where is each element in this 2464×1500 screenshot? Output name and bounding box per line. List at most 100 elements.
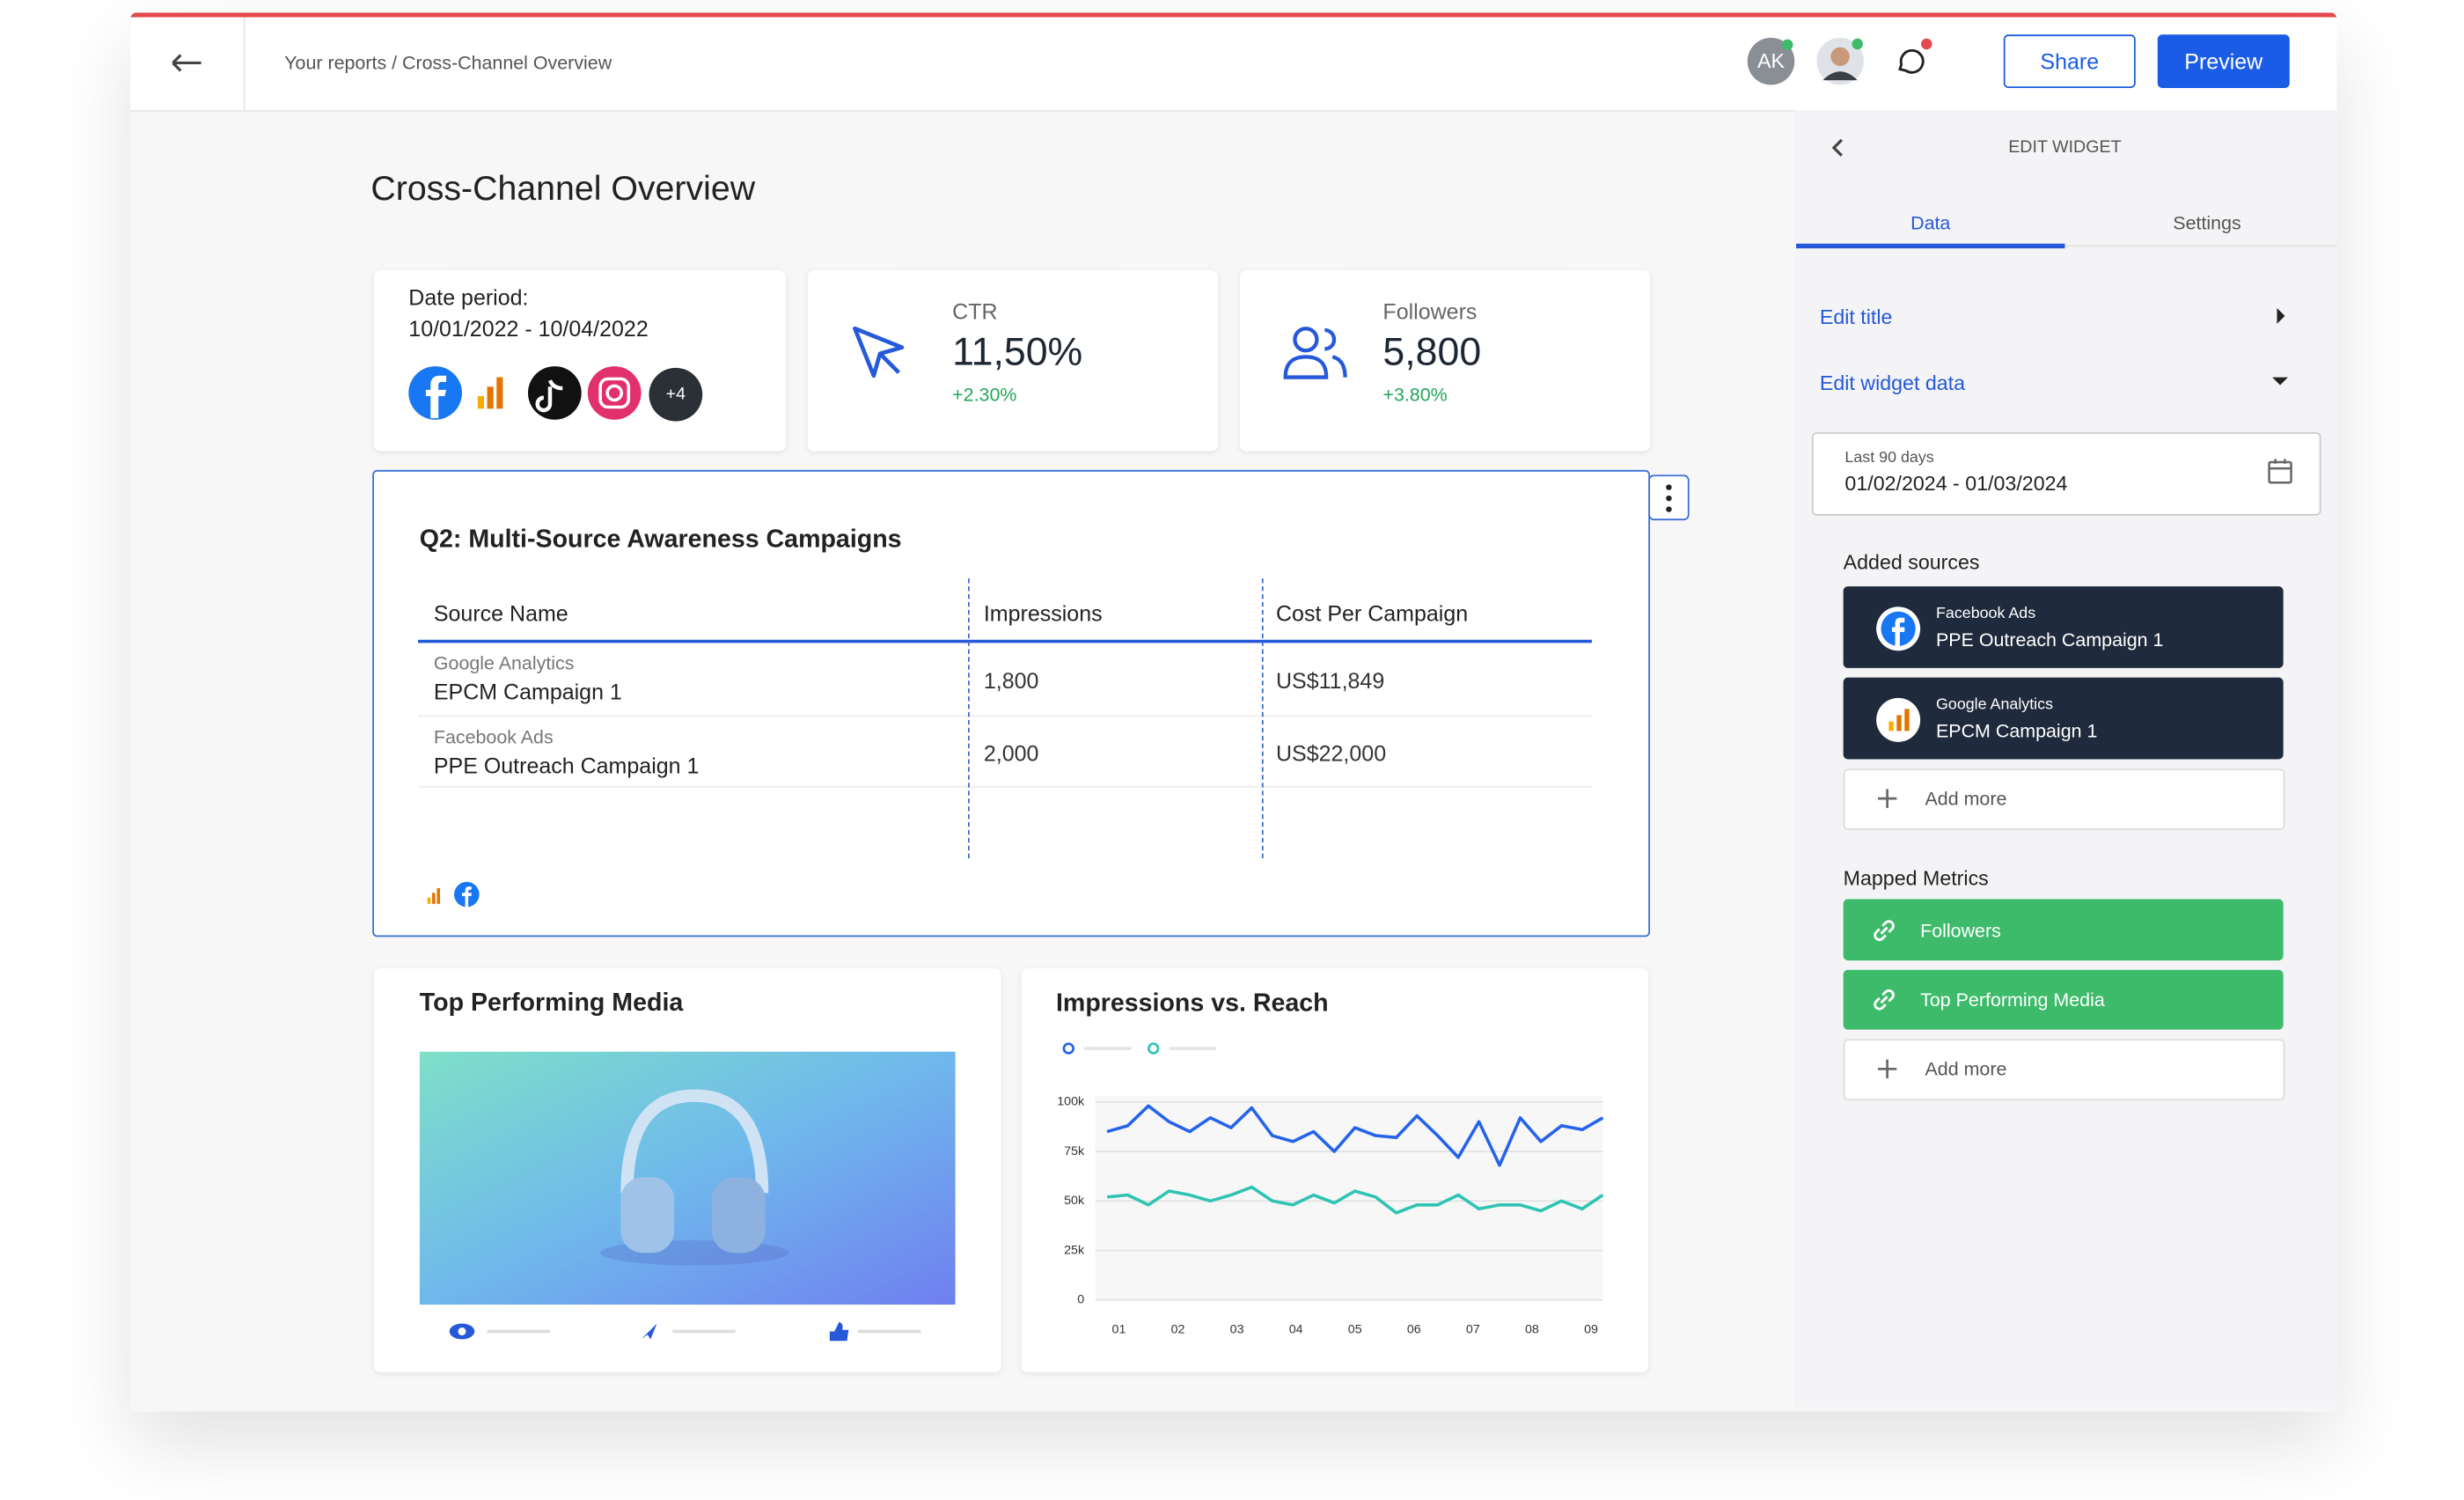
impressions: 2,000 xyxy=(983,740,1039,766)
widget-source-icons xyxy=(427,881,480,908)
source-platform: Google Analytics xyxy=(1935,696,2054,714)
sidebar-back[interactable] xyxy=(1830,136,1848,158)
source-name: Facebook Ads xyxy=(433,725,554,748)
column-header: Impressions xyxy=(983,600,1103,626)
kpi-value: 11,50% xyxy=(952,329,1083,374)
edit-title[interactable]: Edit title xyxy=(1819,305,1893,329)
date-box-range: 01/02/2024 - 01/03/2024 xyxy=(1844,471,2068,496)
back-arrow[interactable] xyxy=(170,50,204,76)
date-box[interactable] xyxy=(1811,432,2321,516)
column-header: Cost Per Campaign xyxy=(1275,600,1469,626)
kpi-label: CTR xyxy=(952,298,998,324)
legend-marker xyxy=(1148,1042,1160,1055)
x-tick-label: 06 xyxy=(1407,1322,1421,1336)
x-tick-label: 02 xyxy=(1171,1322,1185,1336)
report-title: Cross-Channel Overview xyxy=(370,168,756,208)
line-chart: Impressions vs. Reach 0 25k 50k 75k 100k 01 02… xyxy=(1056,989,1604,1336)
tab[interactable]: Data xyxy=(1910,212,1951,235)
widget-menu[interactable] xyxy=(1648,474,1690,522)
chat-icon[interactable] xyxy=(1885,37,1936,88)
add-more-button[interactable] xyxy=(1843,768,2285,830)
x-tick-label: 09 xyxy=(1584,1322,1598,1336)
tab[interactable]: Settings xyxy=(2173,212,2241,235)
cost: US$22,000 xyxy=(1275,740,1387,766)
cursor-icon xyxy=(853,326,905,379)
y-tick-label: 75k xyxy=(1064,1144,1085,1158)
date-card xyxy=(373,270,786,452)
legend-marker xyxy=(1062,1042,1074,1055)
link-icon xyxy=(1874,989,1895,1011)
impressions: 1,800 xyxy=(983,667,1039,694)
breadcrumb[interactable]: Your reports / Cross-Channel Overview xyxy=(284,51,612,74)
plus-icon xyxy=(1877,1059,1897,1078)
add-more-button[interactable] xyxy=(1843,1039,2285,1100)
avatar-photo[interactable] xyxy=(1816,37,1866,88)
add-more-label: Add more xyxy=(1925,787,2007,810)
widget-title: Q2: Multi-Source Awareness Campaigns xyxy=(419,526,902,554)
y-tick-label: 50k xyxy=(1064,1194,1085,1208)
plot-area xyxy=(1095,1095,1603,1300)
x-tick-label: 01 xyxy=(1112,1322,1126,1336)
source-campaign: PPE Outreach Campaign 1 xyxy=(1935,629,2164,651)
column-divider xyxy=(1261,578,1264,858)
column-divider xyxy=(967,578,970,858)
y-tick-label: 25k xyxy=(1064,1243,1085,1257)
share-button[interactable]: Share xyxy=(2003,34,2136,88)
sidebar-heading: EDIT WIDGET xyxy=(2008,138,2122,158)
source-logos xyxy=(408,366,642,420)
kpi-change: +2.30% xyxy=(952,383,1017,406)
collapse-arrow xyxy=(2272,377,2288,386)
x-tick-label: 08 xyxy=(1525,1322,1539,1336)
metric-label: Followers xyxy=(1920,919,2001,942)
link-icon xyxy=(1874,920,1895,941)
row-rule xyxy=(417,785,1592,788)
calendar-icon[interactable] xyxy=(2266,458,2294,486)
kpi-value: 5,800 xyxy=(1382,329,1482,374)
header-rule xyxy=(417,639,1592,643)
row-rule xyxy=(417,715,1592,717)
more-sources[interactable]: +4 xyxy=(649,367,703,422)
status-dot xyxy=(1781,39,1793,51)
widget-title: Top Performing Media xyxy=(419,989,684,1018)
date-box-label: Last 90 days xyxy=(1844,449,1934,467)
divider xyxy=(243,17,246,110)
metric-card[interactable] xyxy=(1843,969,2284,1030)
metric-label: Top Performing Media xyxy=(1920,989,2105,1011)
table-widget[interactable] xyxy=(372,469,1650,938)
facebook-icon xyxy=(1876,607,1921,651)
source-platform: Facebook Ads xyxy=(1935,605,2036,623)
media-metrics xyxy=(449,1321,921,1342)
plus-icon xyxy=(1877,789,1897,808)
series-line xyxy=(1106,1104,1604,1167)
y-tick-label: 100k xyxy=(1057,1095,1085,1109)
source-name: Google Analytics xyxy=(433,652,575,675)
metric-card[interactable] xyxy=(1843,899,2284,961)
cost: US$11,849 xyxy=(1275,667,1385,694)
analytics-icon xyxy=(1876,697,1921,742)
date-label: Date period: xyxy=(408,284,529,310)
preview-button[interactable]: Preview xyxy=(2157,34,2290,88)
date-range: 10/01/2022 - 10/04/2022 xyxy=(408,315,649,342)
x-tick-label: 07 xyxy=(1466,1322,1480,1336)
edit-widget-data[interactable]: Edit widget data xyxy=(1819,371,1966,395)
section-title: Mapped Metrics xyxy=(1843,865,1989,890)
media-image xyxy=(419,1051,956,1305)
x-tick-label: 05 xyxy=(1348,1322,1362,1336)
people-icon xyxy=(1283,327,1347,379)
x-tick-label: 03 xyxy=(1230,1322,1244,1336)
legend-line xyxy=(1169,1047,1217,1050)
kpi-change: +3.80% xyxy=(1382,383,1448,406)
kpi-label: Followers xyxy=(1382,298,1478,324)
source-campaign: EPCM Campaign 1 xyxy=(1935,719,2098,742)
series-line xyxy=(1106,1185,1604,1215)
followers-card xyxy=(1239,270,1650,452)
tab-rule xyxy=(1796,245,2337,247)
column-header: Source Name xyxy=(433,600,568,626)
y-tick-label: 0 xyxy=(1077,1293,1084,1307)
legend-line xyxy=(1084,1047,1132,1050)
campaign-name: EPCM Campaign 1 xyxy=(433,679,622,704)
topbar xyxy=(130,17,2337,112)
add-more-label: Add more xyxy=(1925,1057,2007,1080)
